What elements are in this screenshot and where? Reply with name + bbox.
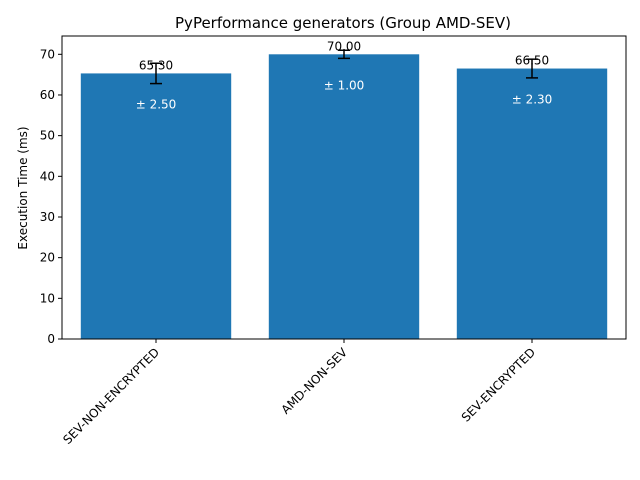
- value-label-2: 66.50: [515, 54, 549, 68]
- bar-2: [456, 68, 608, 339]
- x-tick-label-0: SEV-NON-ENCRYPTED: [60, 345, 162, 447]
- y-tick-label-7: 70: [40, 47, 55, 61]
- y-tick-label-3: 30: [40, 210, 55, 224]
- y-tick-label-2: 20: [40, 251, 55, 265]
- error-label-2: ± 2.30: [512, 93, 553, 107]
- y-tick-label-1: 10: [40, 291, 55, 305]
- bar-0: [80, 73, 232, 339]
- value-label-1: 70.00: [327, 39, 361, 53]
- y-axis-label: Execution Time (ms): [16, 126, 30, 249]
- chart-title: PyPerformance generators (Group AMD-SEV): [175, 14, 511, 32]
- x-tick-label-1: AMD-NON-SEV: [279, 345, 351, 417]
- x-tick-label-2: SEV-ENCRYPTED: [459, 345, 538, 424]
- y-tick-label-6: 60: [40, 88, 55, 102]
- bar-1: [268, 54, 420, 340]
- error-label-0: ± 2.50: [136, 97, 177, 111]
- y-tick-label-4: 40: [40, 169, 55, 183]
- error-label-1: ± 1.00: [324, 78, 365, 92]
- plot-area: 65.30 ± 2.50 70.00 ± 1.00 66.50 ± 2.30 0 10 20 30…: [40, 35, 627, 447]
- y-tick-label-5: 50: [40, 129, 55, 143]
- y-tick-label-0: 0: [47, 332, 55, 346]
- value-label-0: 65.30: [139, 58, 173, 72]
